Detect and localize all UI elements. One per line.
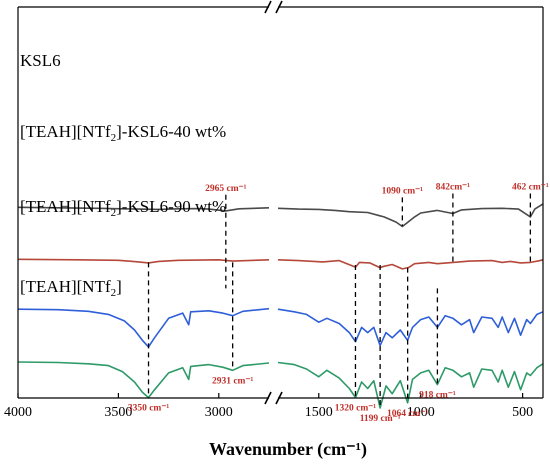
peak-annotation-2: 1090 cm⁻¹ bbox=[382, 186, 424, 196]
peak-markers-group bbox=[147, 193, 532, 408]
x-tick-label-4: 1500 bbox=[305, 405, 333, 420]
spectrum-line-3-part-1 bbox=[17, 307, 270, 348]
series-label-subscript: 2 bbox=[111, 132, 117, 144]
axis-break-mark-2 bbox=[275, 0, 283, 14]
peak-annotation-10: 918 cm⁻¹ bbox=[419, 391, 456, 401]
series-label-4: [TEAH][NTf2] bbox=[20, 277, 122, 299]
spectrum-line-1-part-2 bbox=[277, 203, 544, 228]
spectrum-line-2-part-1 bbox=[17, 258, 270, 264]
spectrum-line-2-part-2 bbox=[277, 259, 544, 270]
x-tick-label-2: 3500 bbox=[104, 405, 132, 420]
x-tick-label-5: 1000 bbox=[407, 405, 435, 420]
peak-annotation-5: 3350 cm⁻¹ bbox=[128, 404, 170, 414]
spectrum-line-3-part-2 bbox=[277, 308, 544, 347]
spectrum-line-4-part-1 bbox=[17, 361, 270, 399]
peak-annotation-9: 1064 cm⁻¹ bbox=[387, 409, 429, 419]
x-tick-label-3: 3000 bbox=[205, 405, 233, 420]
series-label-subscript: 2 bbox=[111, 207, 117, 219]
x-tick-label-6: 500 bbox=[512, 405, 533, 420]
series-label-main: KSL6 bbox=[20, 51, 61, 70]
x-ticks-group: 4000 3500 3000 1500 1000 500 bbox=[4, 393, 533, 420]
series-label-suffix: ] bbox=[116, 277, 122, 296]
series-label-subscript: 2 bbox=[111, 287, 117, 299]
series-label-2: [TEAH][NTf2]-KSL6-40 wt% bbox=[20, 122, 226, 144]
spectrum-line-4-part-2 bbox=[277, 361, 544, 409]
peak-annotation-4: 462 cm⁻¹ bbox=[512, 183, 549, 193]
series-label-main: [TEAH][NTf bbox=[20, 197, 111, 216]
axis-break-mark-1 bbox=[264, 0, 272, 14]
spectra-group bbox=[17, 203, 544, 409]
series-label-main: [TEAH][NTf bbox=[20, 277, 111, 296]
axis-break-mark-4 bbox=[275, 391, 283, 405]
series-label-main: [TEAH][NTf bbox=[20, 122, 111, 141]
axis-break-mark-3 bbox=[264, 391, 272, 405]
peak-annotation-8: 1199 cm⁻¹ bbox=[360, 414, 401, 424]
spectrum-line-1-part-1 bbox=[17, 206, 270, 212]
series-label-3: [TEAH][NTf2]-KSL6-90 wt% bbox=[20, 197, 226, 219]
peak-annotation-3: 842cm⁻¹ bbox=[436, 183, 470, 193]
plot-frame bbox=[17, 0, 544, 405]
series-labels-group: KSL6[TEAH][NTf2]-KSL6-40 wt%[TEAH][NTf2]… bbox=[20, 51, 226, 299]
series-label-suffix: ]-KSL6-90 wt% bbox=[116, 197, 226, 216]
peak-annotation-6: 2931 cm⁻¹ bbox=[212, 376, 254, 386]
series-label-1: KSL6 bbox=[20, 51, 61, 70]
peak-annotation-7: 1320 cm⁻¹ bbox=[335, 404, 377, 414]
series-label-suffix: ]-KSL6-40 wt% bbox=[116, 122, 226, 141]
peak-annotations-group: 2965 cm⁻¹ 1090 cm⁻¹ 842cm⁻¹ 462 cm⁻¹ 3350 cm… bbox=[128, 183, 549, 425]
peak-annotation-1: 2965 cm⁻¹ bbox=[205, 184, 247, 194]
x-axis-title: Wavenumber (cm⁻¹) bbox=[209, 439, 367, 460]
x-tick-label-1: 4000 bbox=[4, 405, 32, 420]
